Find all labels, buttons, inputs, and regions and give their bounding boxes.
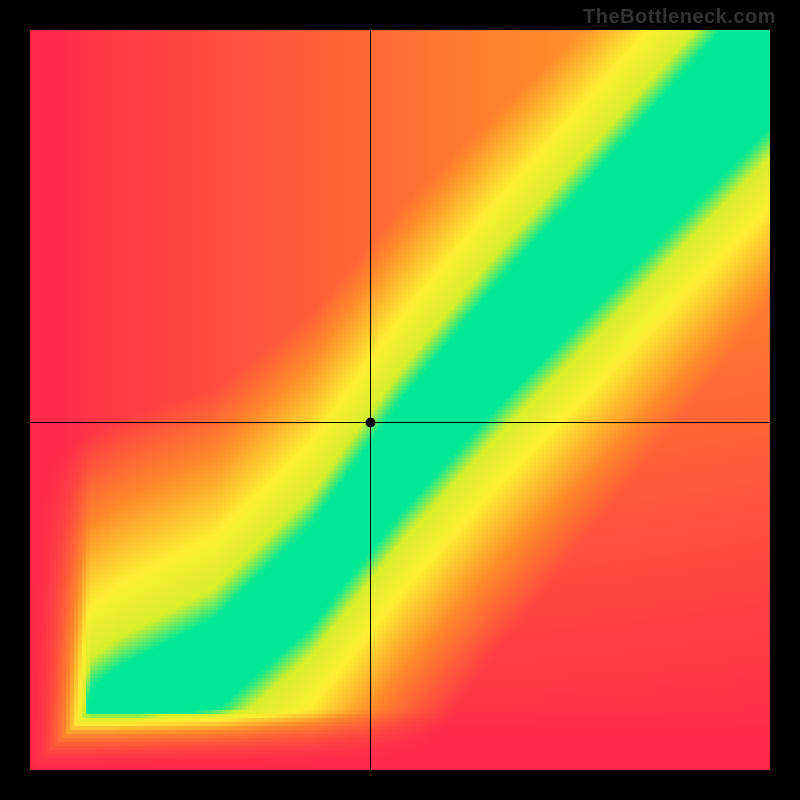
- heatmap-canvas: [30, 30, 770, 770]
- watermark-text: TheBottleneck.com: [583, 6, 776, 29]
- chart-frame: [30, 30, 770, 770]
- chart-container: TheBottleneck.com: [0, 0, 800, 800]
